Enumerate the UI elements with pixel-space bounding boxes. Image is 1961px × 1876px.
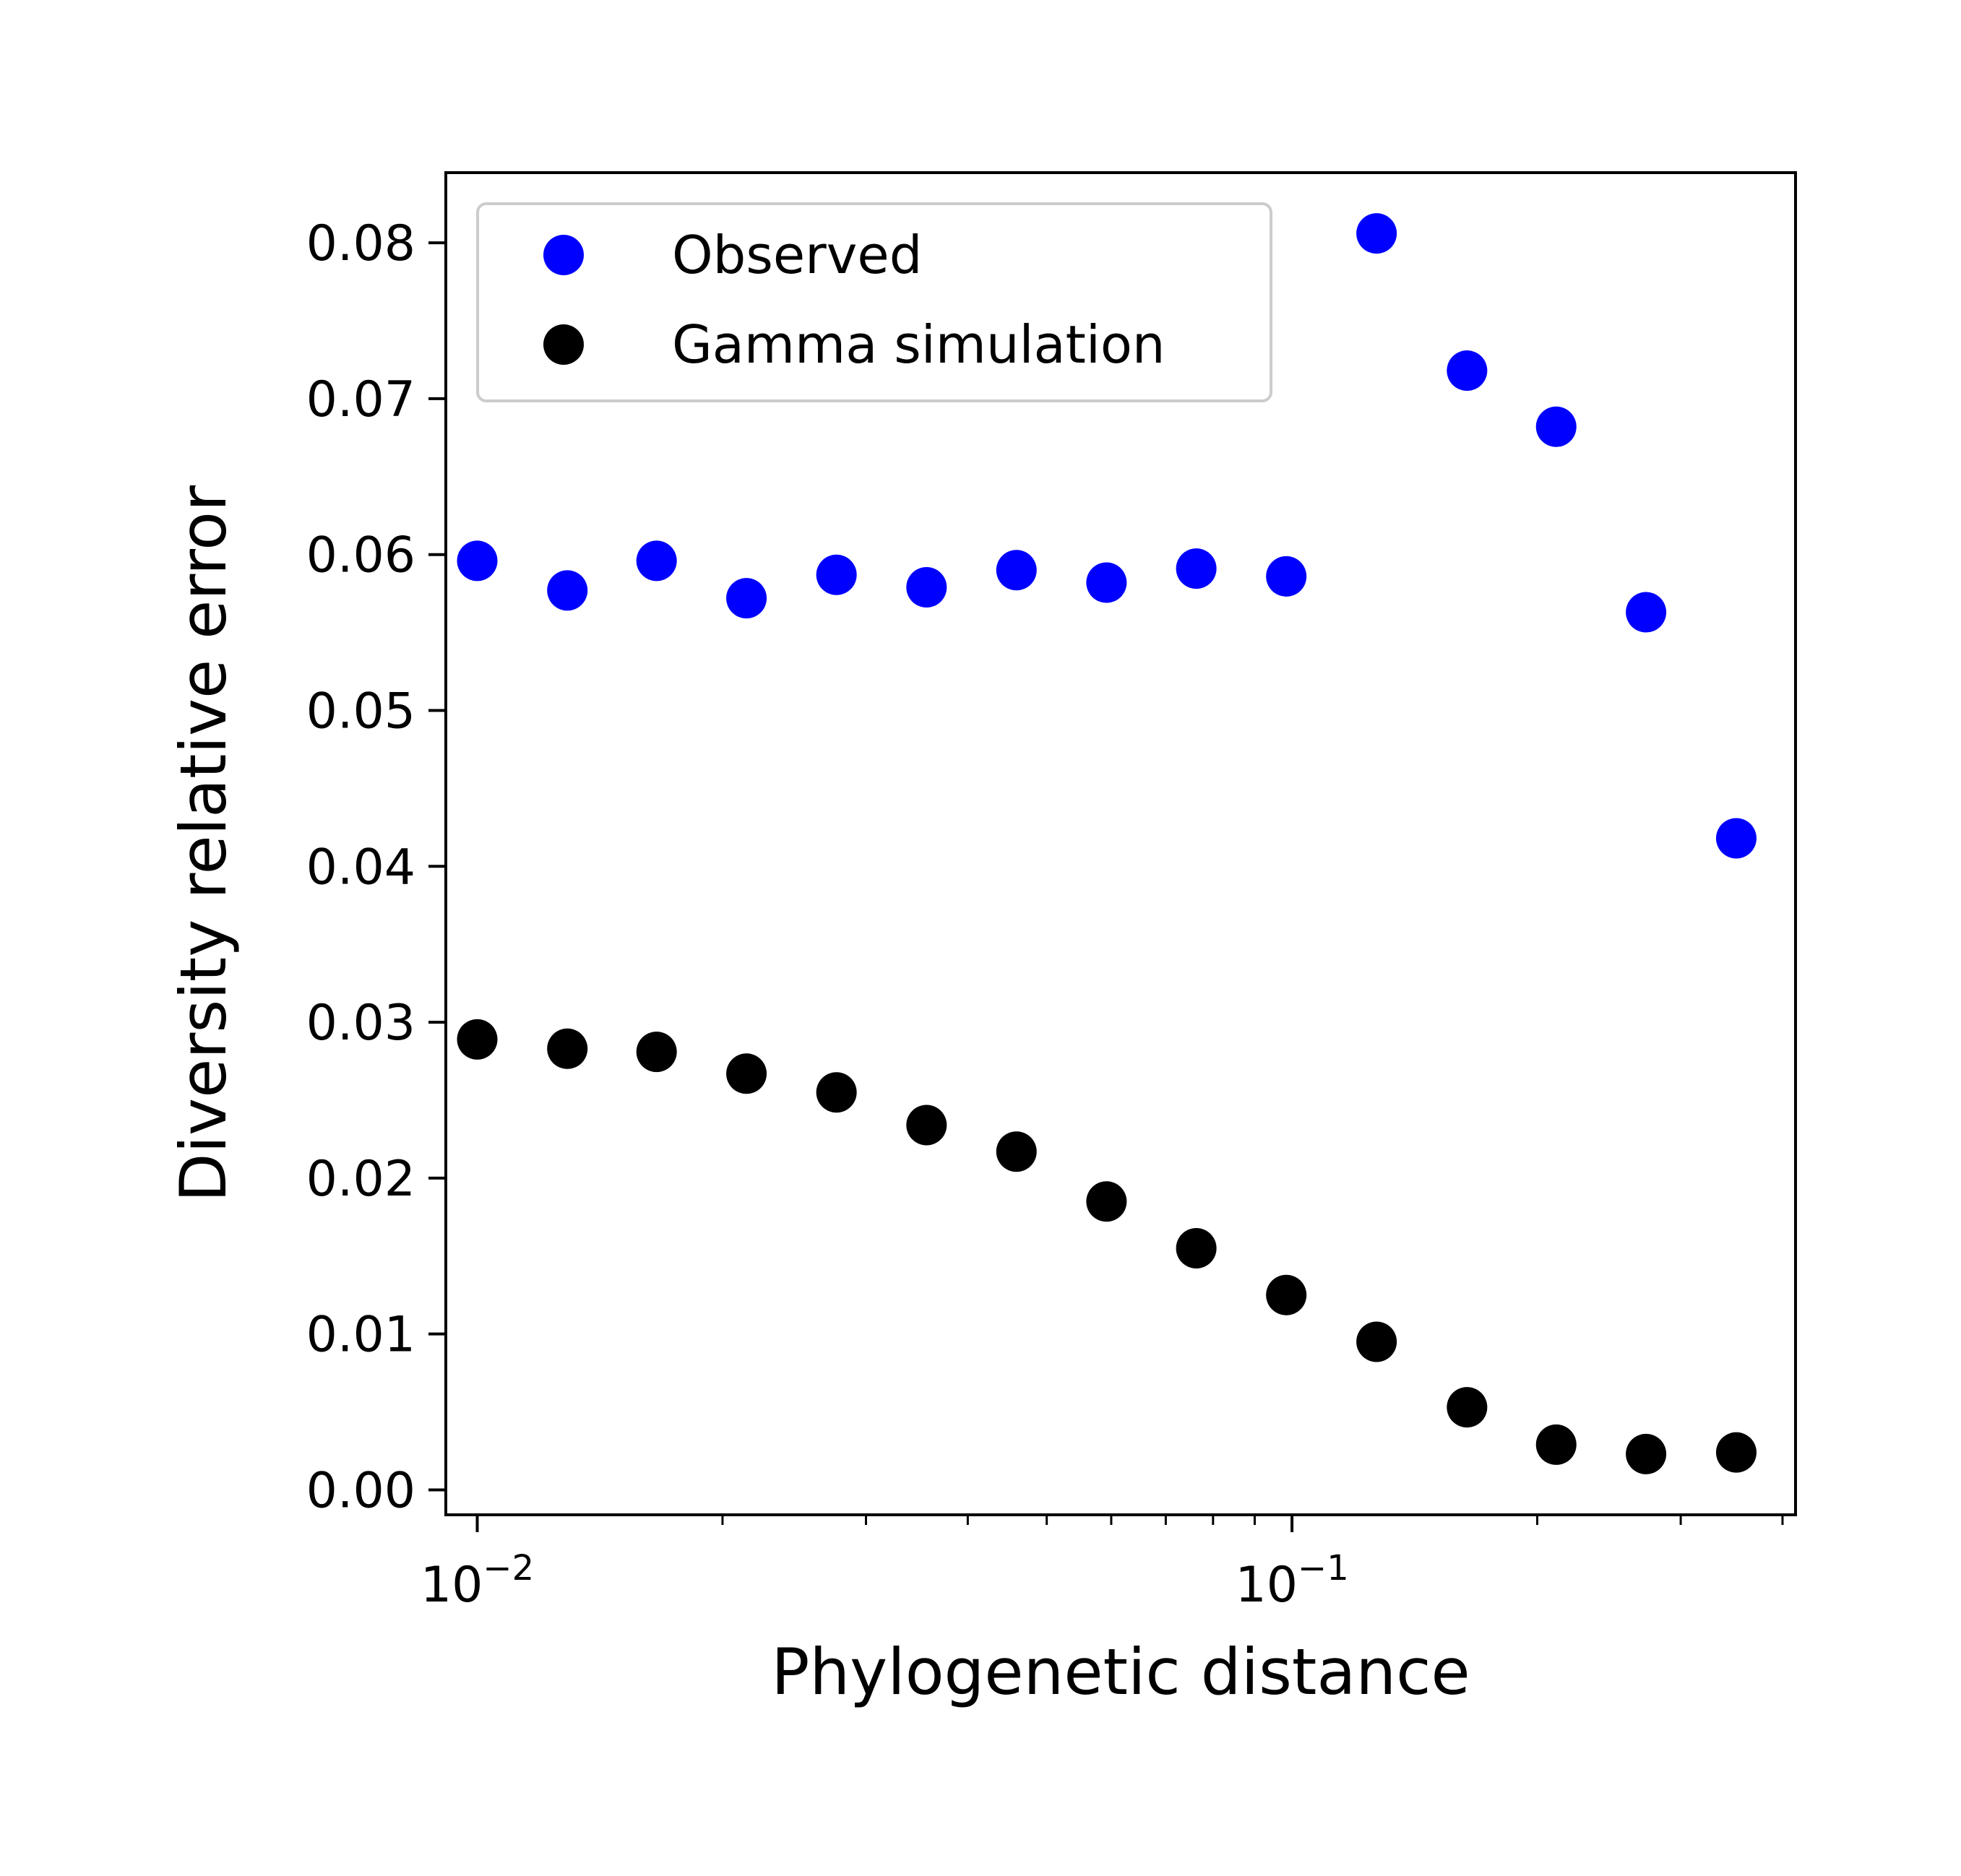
gamma-simulation-point xyxy=(1447,1387,1488,1428)
y-tick-label: 0.01 xyxy=(306,1307,415,1364)
observed-point xyxy=(1447,350,1488,392)
legend-marker xyxy=(543,235,584,275)
gamma-simulation-point xyxy=(636,1032,677,1073)
gamma-simulation-point xyxy=(816,1072,857,1113)
legend: Observed Gamma simulation xyxy=(476,202,1272,402)
observed-point xyxy=(1266,556,1307,597)
gamma-simulation-point xyxy=(1356,1321,1397,1362)
gamma-simulation-point xyxy=(1715,1432,1757,1473)
plot-frame xyxy=(444,171,1797,1516)
x-tick-label: 10−1 xyxy=(1235,1548,1348,1614)
observed-point xyxy=(1356,213,1397,254)
gamma-simulation-point xyxy=(906,1105,947,1146)
x-tick-exponent: −2 xyxy=(483,1548,534,1588)
observed-point xyxy=(1626,592,1667,633)
legend-frame xyxy=(476,202,1272,402)
observed-point xyxy=(1176,548,1217,589)
y-tick-label: 0.02 xyxy=(306,1151,415,1208)
y-tick-label: 0.03 xyxy=(306,995,415,1052)
observed-point xyxy=(1535,406,1577,447)
legend-label: Observed xyxy=(672,225,922,285)
x-tick-label: 10−2 xyxy=(421,1548,534,1614)
observed-point xyxy=(996,550,1037,591)
observed-point xyxy=(1715,818,1757,859)
y-tick-label: 0.06 xyxy=(306,527,415,584)
gamma-simulation-point xyxy=(457,1019,498,1060)
tick-group: 0.000.010.020.030.040.050.060.070.0810−2… xyxy=(306,215,1784,1614)
gamma-simulation-point xyxy=(1535,1424,1577,1465)
observed-point xyxy=(816,554,857,595)
y-tick-label: 0.05 xyxy=(306,683,415,740)
observed-point xyxy=(906,567,947,608)
x-tick-base: 10 xyxy=(1235,1557,1298,1614)
y-axis-label: Diversity relative error xyxy=(166,485,241,1202)
legend-label: Gamma simulation xyxy=(672,314,1165,375)
points-group xyxy=(457,213,1757,1474)
gamma-simulation-point xyxy=(1086,1181,1127,1222)
gamma-simulation-point xyxy=(547,1028,588,1069)
observed-point xyxy=(547,570,588,611)
observed-point xyxy=(726,578,767,619)
y-tick-label: 0.08 xyxy=(306,215,415,272)
y-tick-label: 0.07 xyxy=(306,371,415,428)
observed-point xyxy=(457,540,498,582)
gamma-simulation-point xyxy=(726,1053,767,1094)
gamma-simulation-point xyxy=(1626,1433,1667,1474)
y-tick-label: 0.04 xyxy=(306,839,415,896)
y-tick-label: 0.00 xyxy=(306,1462,415,1519)
x-axis-label: Phylogenetic distance xyxy=(771,1635,1470,1709)
legend-marker xyxy=(543,324,584,365)
gamma-simulation-point xyxy=(996,1131,1037,1172)
observed-point xyxy=(1086,562,1127,603)
x-tick-exponent: −1 xyxy=(1298,1548,1349,1588)
gamma-simulation-point xyxy=(1266,1274,1307,1315)
gamma-simulation-point xyxy=(1176,1227,1217,1268)
observed-point xyxy=(636,540,677,582)
x-tick-base: 10 xyxy=(421,1557,483,1614)
